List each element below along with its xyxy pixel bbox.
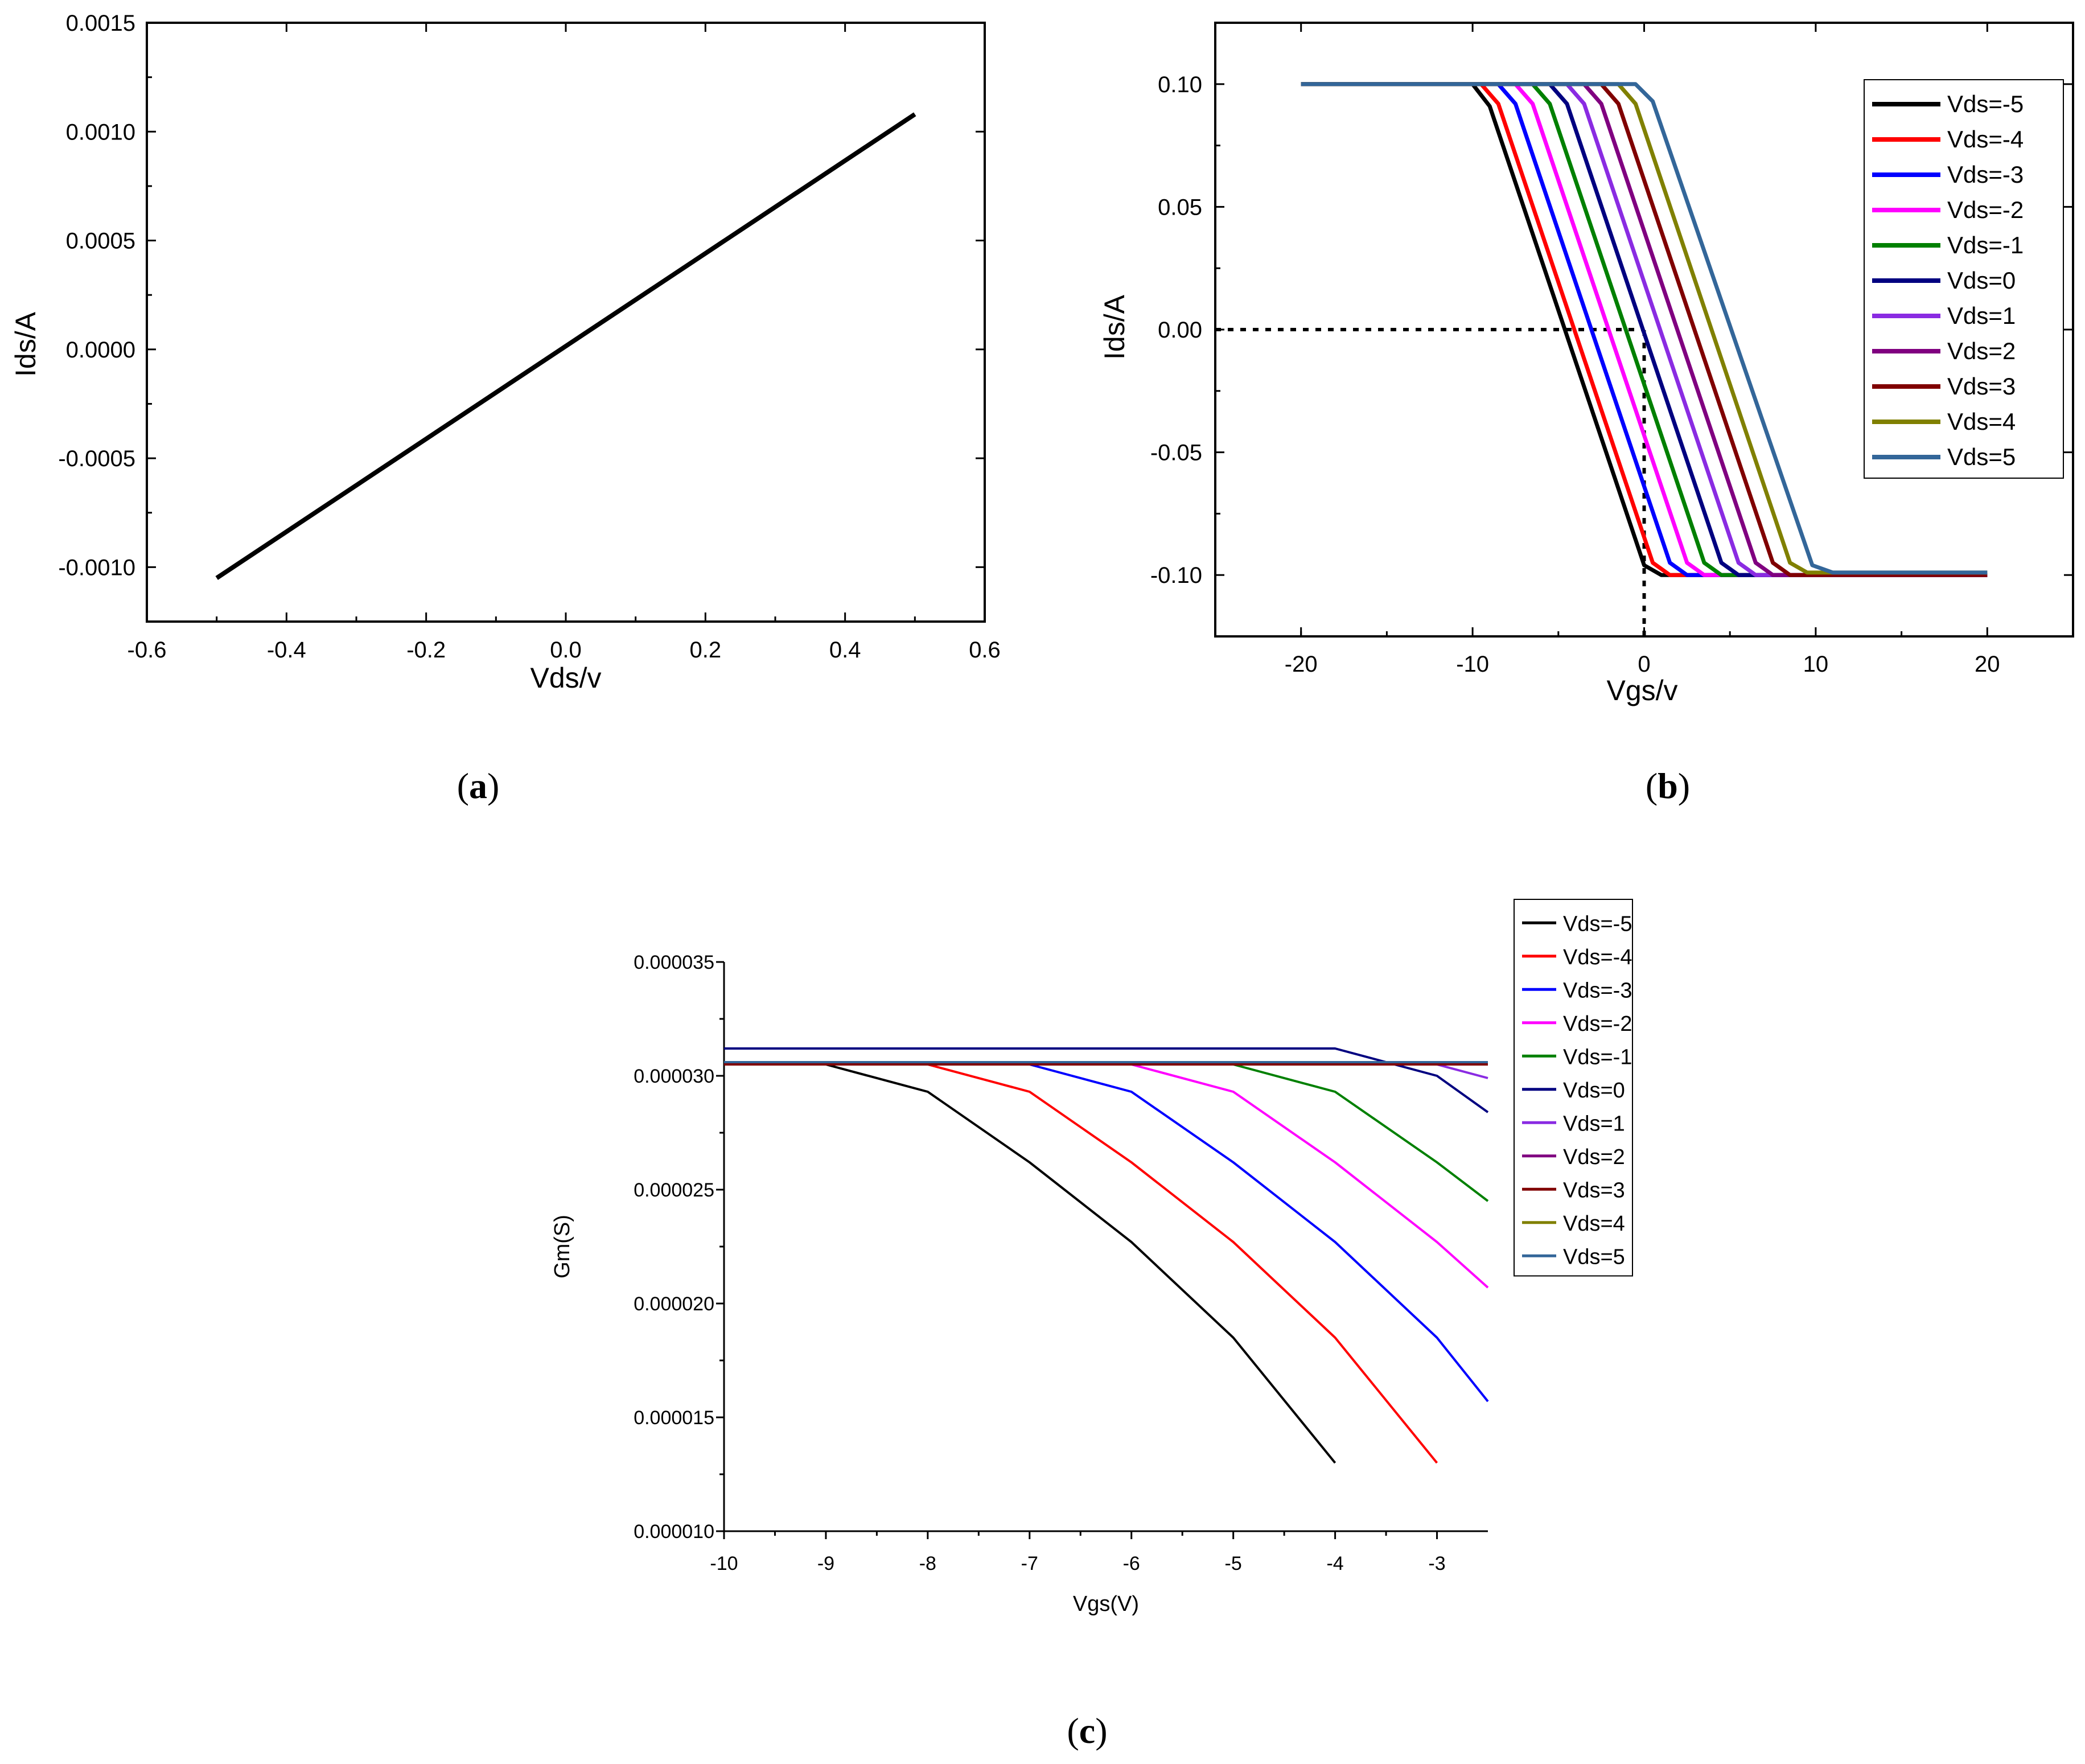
series-line-vds-5 xyxy=(1301,82,1988,575)
y-tick-label: 0.00 xyxy=(1158,318,1202,343)
x-tick-label: -8 xyxy=(919,1553,936,1574)
legend-label: Vds=3 xyxy=(1947,373,2016,400)
legend-label: Vds=-5 xyxy=(1947,91,2024,117)
legend-label: Vds=-2 xyxy=(1947,196,2024,223)
x-tick-label: -0.2 xyxy=(406,638,446,663)
x-axis-title: Vgs(V) xyxy=(1073,1592,1139,1616)
series-line-ids xyxy=(215,112,916,580)
x-tick-label: 0.0 xyxy=(550,638,582,663)
x-tick-label: -0.6 xyxy=(128,638,167,663)
x-tick-label: -10 xyxy=(1456,652,1489,677)
panel-c-chart: -10 -9 -8 -7 -6 -5 -4 -3 0.000010 0.000015 0.00002… xyxy=(550,899,1633,1616)
legend-label: Vds=0 xyxy=(1947,267,2016,294)
x-tick-label: -0.4 xyxy=(267,638,306,663)
x-tick-label: -20 xyxy=(1285,652,1318,677)
y-tick-label: 0.0005 xyxy=(66,229,135,254)
legend-label: Vds=-1 xyxy=(1947,232,2024,258)
y-tick-label: 0.0000 xyxy=(66,338,135,363)
x-tick-label: 10 xyxy=(1803,652,1829,677)
x-tick-label: 0.2 xyxy=(690,638,722,663)
plot-frame xyxy=(146,22,986,623)
y-axis-title: Ids/A xyxy=(10,311,42,377)
x-tick-label: -7 xyxy=(1021,1553,1038,1574)
legend-label: Vds=-4 xyxy=(1947,126,2024,153)
y-tick-label: 0.000025 xyxy=(634,1179,714,1201)
panel-b-chart: -20 -10 0 10 20 -0.10 -0.05 0.00 0.05 0.10 Vgs/v Id… xyxy=(1099,22,2074,706)
y-tick-label: 0.000020 xyxy=(634,1293,714,1315)
caption-a: (a) xyxy=(457,766,500,806)
y-tick-label: 0.000010 xyxy=(634,1521,714,1543)
x-tick-label: -10 xyxy=(710,1553,738,1574)
legend-label: Vds=4 xyxy=(1563,1212,1625,1236)
legend-label: Vds=3 xyxy=(1563,1178,1625,1202)
y-tick-label: 0.10 xyxy=(1158,72,1202,97)
legend-label: Vds=0 xyxy=(1563,1079,1625,1103)
x-tick-label: 20 xyxy=(1975,652,2000,677)
x-tick-label: 0.6 xyxy=(969,638,1001,663)
y-tick-label: 0.05 xyxy=(1158,195,1202,220)
caption-c: (c) xyxy=(1067,1710,1107,1751)
legend-label: Vds=1 xyxy=(1563,1112,1625,1136)
y-tick-label: -0.05 xyxy=(1150,441,1202,466)
y-tick-label: 0.0010 xyxy=(66,120,135,145)
legend-label: Vds=-4 xyxy=(1563,945,1632,969)
x-tick-label: 0.4 xyxy=(829,638,861,663)
y-axis-title: Gm(S) xyxy=(550,1215,574,1278)
series-line-vds-1 xyxy=(724,1063,1488,1079)
legend-box xyxy=(1514,899,1633,1277)
legend-label: Vds=-1 xyxy=(1563,1045,1632,1069)
y-tick-label: 0.0015 xyxy=(66,11,135,36)
panel-a-chart: -0.6 -0.4 -0.2 0.0 0.2 0.4 0.6 -0.0010 -0.0005 0.… xyxy=(10,11,1001,694)
y-tick-label: -0.0005 xyxy=(58,446,135,471)
x-tick-label: 0 xyxy=(1638,652,1650,677)
legend-label: Vds=-2 xyxy=(1563,1012,1632,1036)
legend-label: Vds=2 xyxy=(1947,338,2016,364)
legend-label: Vds=-3 xyxy=(1563,978,1632,1002)
x-tick-label: -5 xyxy=(1225,1553,1242,1574)
series-line-vds-4 xyxy=(724,1063,1438,1464)
series-line-vds-2 xyxy=(724,1063,1489,1289)
series-line-vds-3 xyxy=(724,1063,1489,1403)
legend-label: Vds=4 xyxy=(1947,408,2016,435)
x-axis-title: Vds/v xyxy=(530,662,601,694)
series-line-vds-0 xyxy=(724,1047,1489,1113)
legend-label: Vds=-5 xyxy=(1563,912,1632,936)
legend-label: Vds=-3 xyxy=(1947,161,2024,188)
y-tick-label: 0.000035 xyxy=(634,952,714,973)
y-tick-label: -0.0010 xyxy=(58,555,135,580)
y-tick-label: 0.000015 xyxy=(634,1407,714,1429)
x-axis-title: Vgs/v xyxy=(1606,675,1677,706)
legend-label: Vds=1 xyxy=(1947,302,2016,329)
y-tick-label: -0.10 xyxy=(1150,563,1202,588)
caption-b: (b) xyxy=(1646,766,1690,806)
y-tick-label: 0.000030 xyxy=(634,1066,714,1087)
series-line-vds-5 xyxy=(724,1063,1336,1464)
legend-label: Vds=5 xyxy=(1947,443,2016,470)
x-tick-label: -3 xyxy=(1428,1553,1445,1574)
x-tick-label: -4 xyxy=(1326,1553,1343,1574)
legend-label: Vds=2 xyxy=(1563,1145,1625,1169)
x-tick-label: -6 xyxy=(1123,1553,1140,1574)
y-axis-title: Ids/A xyxy=(1099,294,1130,360)
legend-box xyxy=(1864,79,2064,479)
x-tick-label: -9 xyxy=(817,1553,834,1574)
legend-label: Vds=5 xyxy=(1563,1245,1625,1269)
